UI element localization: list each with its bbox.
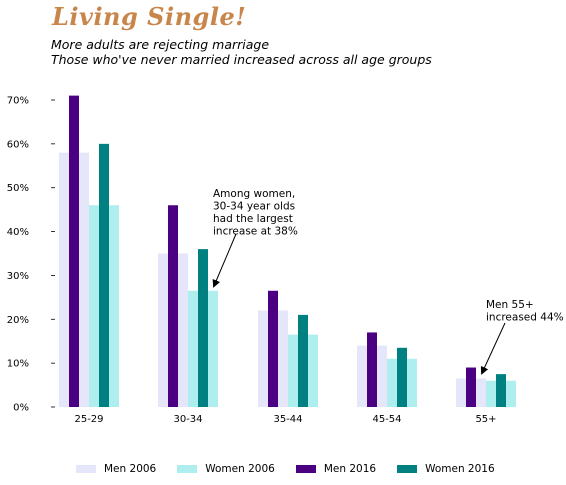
y-tick-label: 30%	[7, 271, 29, 282]
legend-label: Women 2016	[425, 463, 495, 475]
chart-subtitle-1: More adults are rejecting marriage	[51, 37, 270, 52]
legend: Men 2006 Women 2006 Men 2016 Women 2016	[76, 463, 516, 475]
legend-swatch	[397, 465, 418, 473]
legend-item: Women 2016	[397, 463, 495, 475]
y-axis: 0% 10% 20% 30% 40% 50% 60% 70%	[7, 96, 55, 414]
legend-swatch	[177, 465, 198, 473]
x-tick-label: 45-54	[372, 414, 401, 425]
bars	[59, 95, 516, 407]
annotation-text-line: 30-34 year olds	[213, 201, 295, 213]
x-tick-label: 55+	[475, 414, 496, 425]
annotation-arrow	[480, 322, 506, 375]
x-axis: 25-29 30-34 35-44 45-54 55+	[74, 414, 496, 425]
x-tick-label: 35-44	[273, 414, 302, 425]
x-tick-label: 30-34	[173, 414, 202, 425]
legend-swatch	[295, 465, 316, 473]
bar-men-2016-35-44	[268, 290, 278, 407]
legend-item: Men 2006	[76, 463, 156, 475]
chart-title: Living Single!	[52, 2, 247, 31]
annotation-text-line: increased 44%	[486, 312, 564, 324]
annotation-arrow	[212, 233, 237, 288]
y-tick-label: 20%	[7, 315, 29, 326]
bar-women-2016-25-29	[99, 143, 109, 407]
chart-subtitle-2: Those who've never married increased acr…	[51, 52, 432, 67]
y-tick-label: 70%	[7, 96, 29, 107]
y-tick-label: 10%	[7, 359, 29, 370]
annotation-text-line: Among women,	[213, 188, 295, 200]
bar-women-2016-45-54	[397, 347, 407, 407]
y-tick-label: 50%	[7, 183, 29, 194]
bar-men-2016-55+	[466, 367, 476, 407]
legend-label: Women 2006	[205, 463, 275, 475]
y-tick-label: 0%	[13, 403, 29, 414]
bar-men-2016-30-34	[168, 205, 178, 407]
legend-swatch	[76, 465, 96, 473]
bar-women-2016-30-34	[198, 249, 208, 407]
bar-men-2016-45-54	[367, 332, 377, 407]
legend-item: Women 2006	[177, 463, 275, 475]
y-tick-label: 40%	[7, 227, 29, 238]
annotation-text-line: Men 55+	[486, 299, 534, 311]
bar-women-2016-55+	[496, 374, 506, 407]
legend-item: Men 2016	[295, 463, 377, 475]
legend-label: Men 2016	[323, 463, 377, 475]
y-tick-label: 60%	[7, 139, 29, 150]
annotation-text-line: increase at 38%	[213, 226, 298, 238]
bar-women-2016-35-44	[298, 314, 308, 407]
bar-men-2016-25-29	[69, 95, 79, 407]
legend-label: Men 2006	[104, 463, 157, 475]
x-tick-label: 25-29	[74, 414, 103, 425]
annotation-text-line: had the largest	[213, 213, 293, 225]
